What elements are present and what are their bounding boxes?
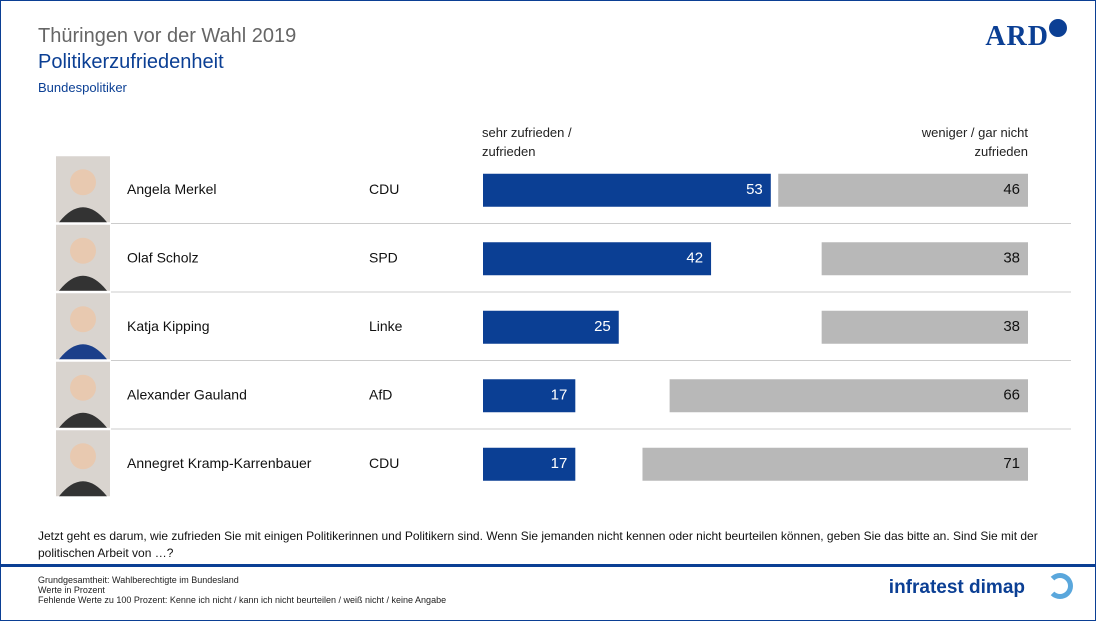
question: Jetzt geht es darum, wie zufrieden Sie m…	[38, 529, 1038, 560]
party-label: Linke	[369, 318, 403, 334]
value-label: 17	[551, 387, 568, 404]
value-label: 38	[1003, 318, 1020, 335]
subtitle: Politikerzufriedenheit	[38, 51, 224, 73]
value-label: 38	[1003, 250, 1020, 267]
value-label: 17	[551, 455, 568, 472]
value-label: 42	[686, 250, 703, 267]
name-label: Annegret Kramp-Karrenbauer	[127, 455, 312, 471]
value-label: 53	[746, 181, 763, 198]
value-label: 66	[1003, 387, 1020, 404]
bar-dissatisfied	[642, 447, 1028, 481]
portrait-head	[70, 169, 96, 196]
bar-dissatisfied	[669, 379, 1028, 413]
portrait-head	[70, 443, 96, 470]
ard-one	[1049, 19, 1067, 37]
party-label: CDU	[369, 181, 399, 197]
value-label: 25	[594, 318, 611, 335]
infratest-logo: infratest dimap	[888, 577, 1025, 598]
name-label: Angela Merkel	[127, 181, 217, 197]
portrait-head	[70, 374, 96, 401]
title: Thüringen vor der Wahl 2019	[38, 25, 297, 47]
footnote: Fehlende Werte zu 100 Prozent: Kenne ich…	[38, 595, 447, 605]
infratest-icon	[1047, 573, 1073, 599]
bar-satisfied	[483, 379, 576, 413]
bar-dissatisfied	[778, 173, 1028, 207]
chart: Angela Merkel CDU 53 46 Olaf Scholz SPD 42 38 Ka…	[56, 156, 1071, 497]
bar-satisfied	[483, 173, 771, 207]
party-label: CDU	[369, 455, 399, 471]
name-label: Olaf Scholz	[127, 249, 199, 265]
portrait-body	[59, 481, 107, 497]
divider	[1, 564, 1095, 567]
name-label: Alexander Gauland	[127, 386, 247, 402]
portrait-body	[59, 275, 107, 291]
portrait-head	[70, 237, 96, 264]
bar-dissatisfied	[821, 242, 1028, 276]
group-label: Bundespolitiker	[38, 80, 127, 95]
bar-satisfied	[483, 242, 712, 276]
portrait-body	[59, 412, 107, 428]
party-label: AfD	[369, 386, 392, 402]
footnotes: Grundgesamtheit: Wahlberechtigte im Bund…	[38, 575, 446, 605]
party-label: SPD	[369, 249, 398, 265]
portrait-body	[59, 207, 107, 223]
bar-satisfied	[483, 447, 576, 481]
footnote: Grundgesamtheit: Wahlberechtigte im Bund…	[38, 575, 239, 585]
legend-right: weniger / gar nicht zufrieden	[921, 125, 1028, 159]
value-label: 71	[1003, 455, 1020, 472]
footnote: Werte in Prozent	[38, 585, 105, 595]
portrait-head	[70, 306, 96, 333]
value-label: 46	[1003, 181, 1020, 198]
portrait-body	[59, 344, 107, 360]
name-label: Katja Kipping	[127, 318, 210, 334]
bar-satisfied	[483, 310, 619, 344]
ard-logo: ARD	[985, 21, 1049, 52]
legend-left: sehr zufrieden / zufrieden	[482, 125, 572, 159]
bar-dissatisfied	[821, 310, 1028, 344]
